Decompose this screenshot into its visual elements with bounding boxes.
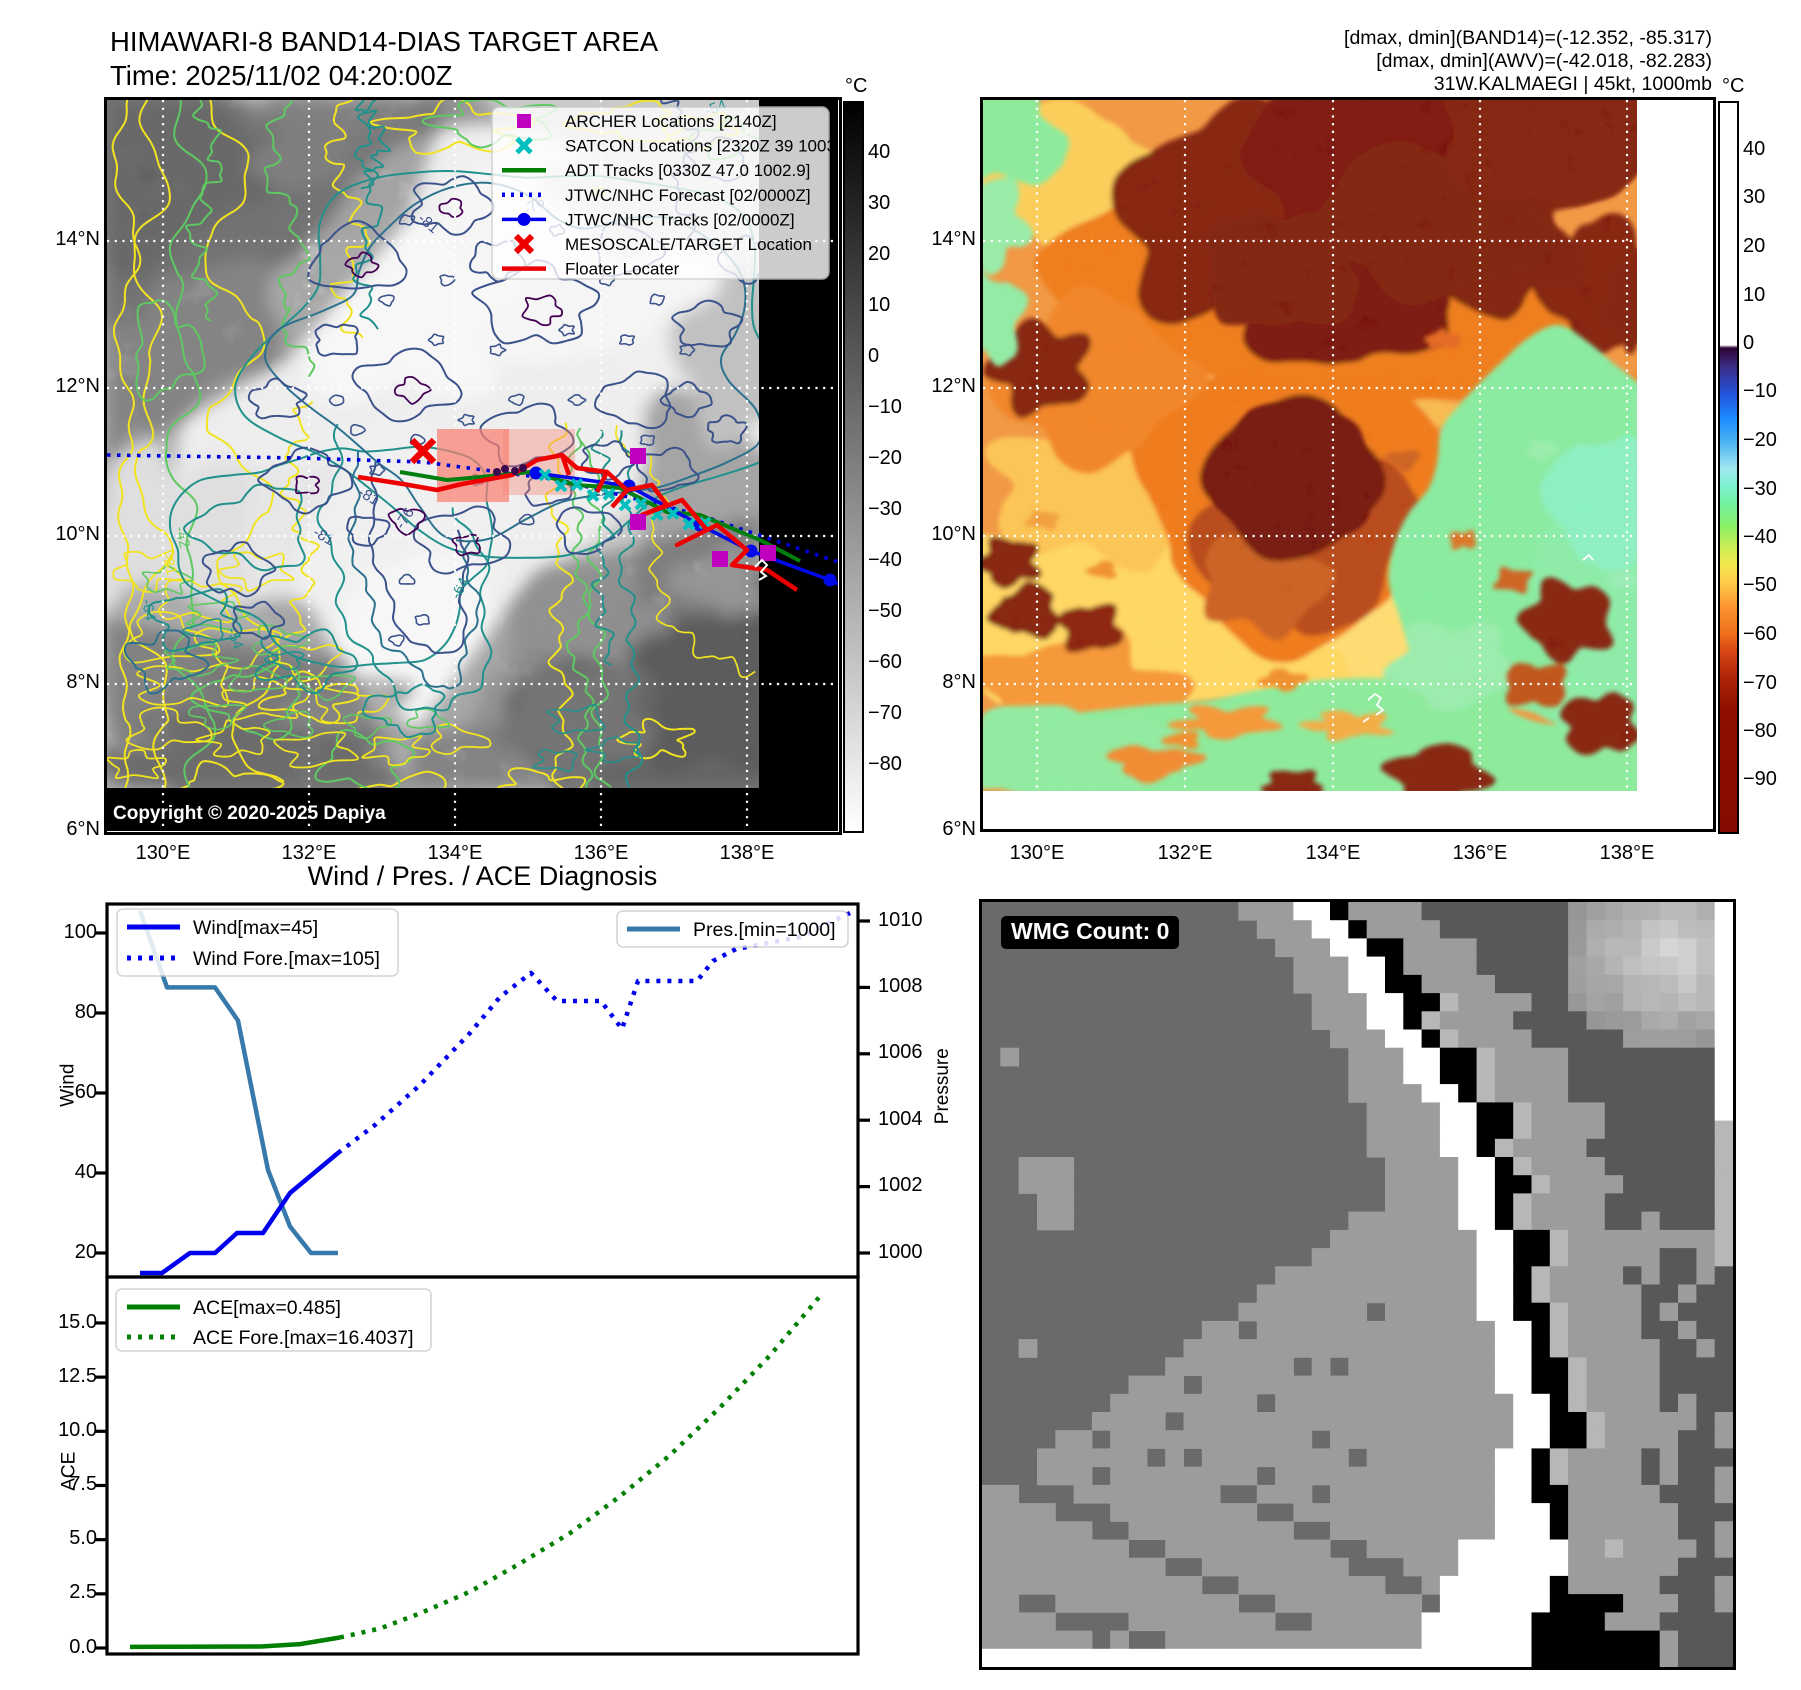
svg-text:-64: -64 (138, 598, 159, 622)
svg-text:ARCHER Locations [2140Z]: ARCHER Locations [2140Z] (565, 112, 777, 131)
svg-text:JTWC/NHC Tracks [02/0000Z]: JTWC/NHC Tracks [02/0000Z] (565, 210, 795, 229)
svg-text:ADT Tracks [0330Z 47.0 1002.9]: ADT Tracks [0330Z 47.0 1002.9] (565, 161, 810, 180)
svg-text:Copyright © 2020-2025 Dapiya: Copyright © 2020-2025 Dapiya (113, 803, 386, 824)
svg-text:Floater Locater: Floater Locater (565, 260, 680, 279)
svg-text:MESOSCALE/TARGET Location: MESOSCALE/TARGET Location (565, 235, 812, 254)
svg-text:Wind Fore.[max=105]: Wind Fore.[max=105] (193, 948, 380, 970)
svg-text:-42: -42 (171, 525, 193, 550)
svg-text:SATCON Locations [2320Z 39 100: SATCON Locations [2320Z 39 1003] (565, 137, 838, 156)
svg-text:ACE Fore.[max=16.4037]: ACE Fore.[max=16.4037] (193, 1327, 414, 1349)
svg-text:Pres.[min=1000]: Pres.[min=1000] (693, 919, 836, 941)
svg-text:-54: -54 (223, 626, 246, 652)
svg-text:ACE[max=0.485]: ACE[max=0.485] (193, 1297, 341, 1319)
svg-text:JTWC/NHC Forecast [02/0000Z]: JTWC/NHC Forecast [02/0000Z] (565, 186, 811, 205)
svg-text:Wind[max=45]: Wind[max=45] (193, 917, 318, 939)
